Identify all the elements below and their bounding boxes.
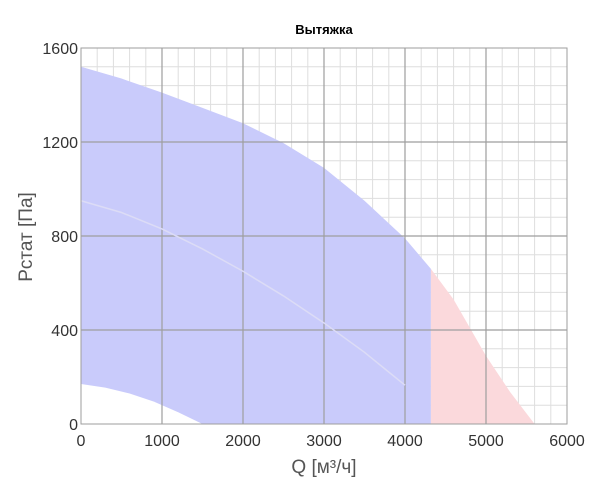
y-tick-label: 1600	[42, 41, 78, 58]
plot-frame	[80, 47, 568, 425]
y-tick-label: 400	[51, 323, 78, 340]
below-min-area	[81, 384, 203, 424]
out-of-range-area	[430, 268, 535, 424]
tick-labels: 0 1000 2000 3000 4000 5000 6000 0 400 800 1200 1600	[42, 41, 584, 450]
x-axis-label: Q [м³/ч]	[291, 457, 356, 478]
major-grid	[81, 48, 567, 424]
y-tick-label: 800	[51, 229, 78, 246]
x-tick-label: 3000	[306, 433, 342, 450]
x-tick-label: 5000	[468, 433, 504, 450]
x-tick-label: 2000	[225, 433, 261, 450]
x-tick-label: 0	[77, 433, 86, 450]
chart-curves	[80, 200, 406, 386]
inner-curve	[80, 200, 406, 386]
chart-areas	[81, 66, 535, 425]
y-axis-label: Pстат [Па]	[16, 192, 37, 282]
x-tick-label: 6000	[549, 433, 585, 450]
x-tick-label: 4000	[387, 433, 423, 450]
x-tick-label: 1000	[144, 433, 180, 450]
chart-title: Вытяжка	[295, 22, 353, 37]
y-tick-label: 1200	[42, 135, 78, 152]
y-tick-label: 0	[69, 417, 78, 434]
operating-area	[81, 66, 431, 425]
